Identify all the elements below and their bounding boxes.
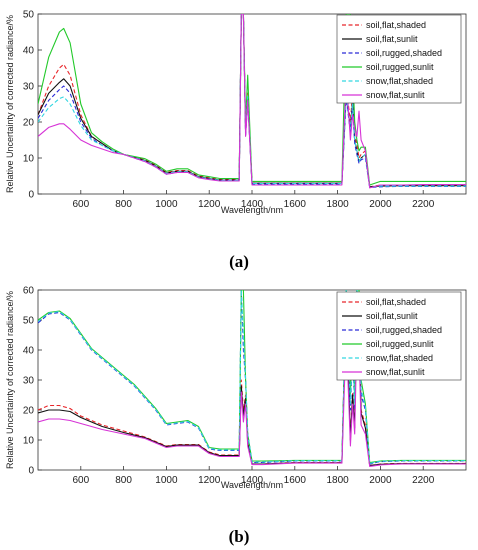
x-tick-label: 2000 — [369, 475, 392, 486]
x-tick-label: 2200 — [412, 475, 435, 486]
y-axis-label: Relative Uncertainty of corrected radian… — [5, 291, 15, 469]
legend-entry: soil,flat,shaded — [366, 20, 426, 30]
legend-entry: snow,flat,shaded — [366, 353, 433, 363]
x-axis-label: Wavelength/nm — [221, 205, 283, 215]
y-tick-label: 10 — [23, 154, 35, 165]
x-tick-label: 1600 — [284, 475, 307, 486]
legend-entry: soil,rugged,sunlit — [366, 339, 434, 349]
legend-entry: soil,rugged,shaded — [366, 48, 442, 58]
series-line-1 — [38, 14, 466, 188]
chart-a: 0 10 20 30 40 50 600 800 1000 1200 1400 1600 1800 200… — [5, 10, 467, 271]
x-tick-label: 600 — [72, 199, 89, 210]
series-line-0 — [38, 14, 466, 188]
legend-entry: soil,rugged,sunlit — [366, 62, 434, 72]
series-line-2 — [38, 290, 466, 465]
x-tick-label: 1000 — [155, 475, 178, 486]
y-tick-label: 50 — [23, 316, 35, 327]
legend: soil,flat,shaded soil,flat,sunlit soil,rug… — [336, 14, 462, 104]
x-tick-label: 800 — [115, 199, 132, 210]
y-tick-label: 20 — [23, 406, 35, 417]
legend-box — [336, 291, 462, 381]
y-tick-label: 30 — [23, 82, 35, 93]
y-tick-label: 0 — [28, 466, 34, 477]
y-tick-label: 40 — [23, 346, 35, 357]
series-line-4 — [38, 14, 466, 188]
x-tick-label: 1400 — [241, 199, 264, 210]
x-tick-label: 1600 — [284, 199, 307, 210]
x-tick-label: 2000 — [369, 199, 392, 210]
y-axis-label: Relative Uncertainty of corrected radian… — [5, 15, 15, 193]
legend-entry: snow,flat,sunlit — [366, 90, 425, 100]
x-tick-label: 1200 — [198, 199, 221, 210]
y-tick-label: 0 — [28, 190, 34, 201]
y-tick-label: 10 — [23, 436, 35, 447]
y-tick-label: 60 — [23, 286, 35, 297]
chart-b: 0 10 20 30 40 50 60 600 800 1000 1200 1400 1600 1800 2… — [5, 286, 467, 546]
legend-entry: snow,flat,sunlit — [366, 367, 425, 377]
legend-entry: soil,flat,sunlit — [366, 311, 418, 321]
x-tick-label: 1400 — [241, 475, 264, 486]
x-axis-label: Wavelength/nm — [221, 480, 283, 490]
figure-caption: (b) — [229, 527, 250, 546]
x-tick-label: 1200 — [198, 475, 221, 486]
x-tick-label: 2200 — [412, 199, 435, 210]
series-lines — [38, 14, 466, 189]
series-line-3 — [38, 14, 466, 186]
y-tick-label: 30 — [23, 376, 35, 387]
y-tick-label: 50 — [23, 10, 35, 21]
x-tick-label: 800 — [115, 475, 132, 486]
x-tick-label: 1000 — [155, 199, 178, 210]
legend-entry: soil,flat,sunlit — [366, 34, 418, 44]
figure-caption: (a) — [229, 252, 249, 271]
legend-entry: soil,rugged,shaded — [366, 325, 442, 335]
y-tick-label: 40 — [23, 46, 35, 57]
legend: soil,flat,shaded soil,flat,sunlit soil,rug… — [336, 291, 462, 381]
series-line-0 — [38, 290, 466, 467]
legend-box — [336, 14, 462, 104]
series-line-5 — [38, 14, 466, 189]
series-line-5 — [38, 331, 466, 467]
legend-entry: soil,flat,shaded — [366, 297, 426, 307]
y-tick-label: 20 — [23, 118, 35, 129]
x-tick-label: 1800 — [326, 475, 349, 486]
x-tick-label: 1800 — [326, 199, 349, 210]
series-line-4 — [38, 290, 466, 464]
legend-entry: snow,flat,shaded — [366, 76, 433, 86]
x-tick-label: 600 — [72, 475, 89, 486]
